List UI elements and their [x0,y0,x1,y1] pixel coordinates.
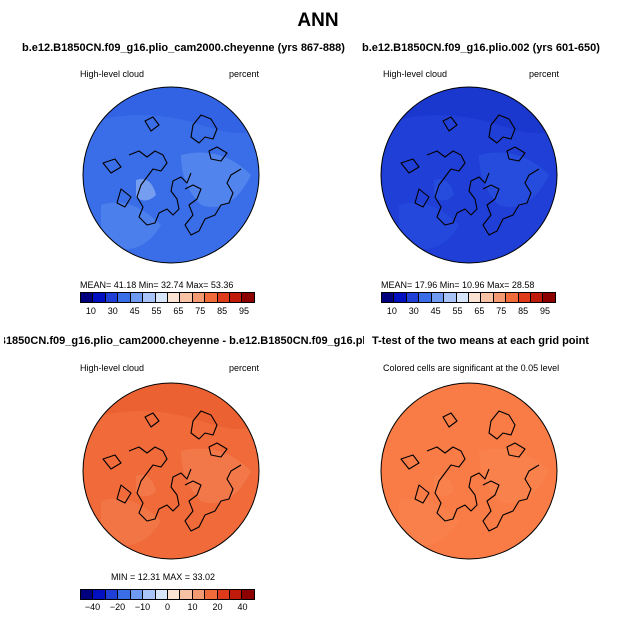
panel-1-colorbar-ticks: 10 30 45 55 65 75 85 95 [80,306,255,318]
colorbar-swatch [205,293,218,302]
colorbar-swatch [105,293,119,302]
colorbar-swatch [130,590,144,599]
colorbar-tick-label: 65 [474,306,485,316]
panel-2-title: b.e12.B1850CN.f09_g16.plio.002 (yrs 601-… [362,42,600,54]
colorbar-swatch [192,590,206,599]
panel-1-polar-map [82,86,260,264]
colorbar-swatch [105,590,119,599]
colorbar-swatch [143,590,156,599]
colorbar-swatch [242,293,254,302]
colorbar-tick-label: 10 [386,306,397,316]
colorbar-swatch [481,293,494,302]
colorbar-swatch [456,293,469,302]
panel-3-colorbar-ticks: −40 −20 −10 0 10 20 40 [80,602,255,614]
colorbar-swatch [118,293,131,302]
colorbar-swatch [419,293,432,302]
panel-1-stats: MEAN= 41.18 Min= 32.74 Max= 53.36 [80,280,234,290]
colorbar-swatch [217,293,231,302]
figure-title: ANN [297,10,339,31]
colorbar-swatch [81,590,94,599]
colorbar-swatch [81,293,94,302]
colorbar-swatch [180,293,193,302]
colorbar-tick-label: 55 [452,306,463,316]
panel-3-variable-label: High-level cloud [80,363,145,373]
colorbar-tick-label: 20 [212,602,223,612]
colorbar-swatch [130,293,144,302]
colorbar-tick-label: 85 [518,306,529,316]
colorbar-tick-label: 65 [173,306,184,316]
panel-3-colorbar [80,589,255,600]
panel-2-stats: MEAN= 17.96 Min= 10.96 Max= 28.58 [381,280,535,290]
panel-4-polar-map [380,382,558,560]
colorbar-swatch [143,293,156,302]
panel-2-units-label: percent [529,69,560,79]
colorbar-tick-label: 45 [129,306,140,316]
colorbar-tick-label: 85 [217,306,228,316]
colorbar-tick-label: 10 [187,602,198,612]
panel-4-title: T-test of the two means at each grid poi… [372,335,589,347]
colorbar-swatch [493,293,507,302]
panel-2-variable-label: High-level cloud [383,69,448,79]
panel-3-units-label: percent [229,363,260,373]
colorbar-swatch [468,293,482,302]
panel-3-stats: MIN = 12.31 MAX = 33.02 [111,572,216,582]
colorbar-swatch [118,590,131,599]
panel-2-colorbar-ticks: 10 30 45 55 65 75 85 95 [381,306,556,318]
panel-4-significance-note: Colored cells are significant at the 0.0… [383,363,560,373]
colorbar-swatch [180,590,193,599]
panel-3-polar-map [82,382,260,560]
colorbar-tick-label: −40 [84,602,101,612]
colorbar-swatch [394,293,407,302]
colorbar-swatch [155,590,168,599]
colorbar-tick-label: 75 [195,306,206,316]
colorbar-tick-label: 95 [540,306,551,316]
colorbar-swatch [506,293,519,302]
colorbar-swatch [93,590,106,599]
colorbar-swatch [531,293,544,302]
colorbar-swatch [167,590,181,599]
colorbar-swatch [518,293,532,302]
colorbar-tick-label: 10 [85,306,96,316]
panel-1-variable-label: High-level cloud [80,69,145,79]
colorbar-tick-label: 40 [237,602,248,612]
colorbar-tick-label: 30 [408,306,419,316]
colorbar-swatch [93,293,106,302]
colorbar-swatch [406,293,420,302]
colorbar-swatch [444,293,457,302]
colorbar-swatch [431,293,445,302]
colorbar-swatch [230,590,243,599]
panel-2-colorbar [381,292,556,303]
colorbar-swatch [230,293,243,302]
panel-1-units-label: percent [229,69,260,79]
colorbar-swatch [155,293,168,302]
panel-3-title: B1850CN.f09_g16.plio_cam2000.cheyenne - … [4,335,364,347]
colorbar-swatch [205,590,218,599]
colorbar-swatch [192,293,206,302]
colorbar-swatch [217,590,231,599]
colorbar-swatch [382,293,395,302]
colorbar-tick-label: 30 [107,306,118,316]
colorbar-tick-label: −10 [134,602,151,612]
colorbar-swatch [242,590,254,599]
panel-1-title: b.e12.B1850CN.f09_g16.plio_cam2000.cheye… [22,42,345,54]
colorbar-tick-label: 75 [496,306,507,316]
colorbar-tick-label: 0 [164,602,171,612]
colorbar-tick-label: −20 [109,602,126,612]
colorbar-tick-label: 45 [430,306,441,316]
panel-2-polar-map [380,86,558,264]
panel-1-colorbar [80,292,255,303]
colorbar-tick-label: 95 [239,306,250,316]
colorbar-swatch [167,293,181,302]
colorbar-swatch [543,293,555,302]
colorbar-tick-label: 55 [151,306,162,316]
